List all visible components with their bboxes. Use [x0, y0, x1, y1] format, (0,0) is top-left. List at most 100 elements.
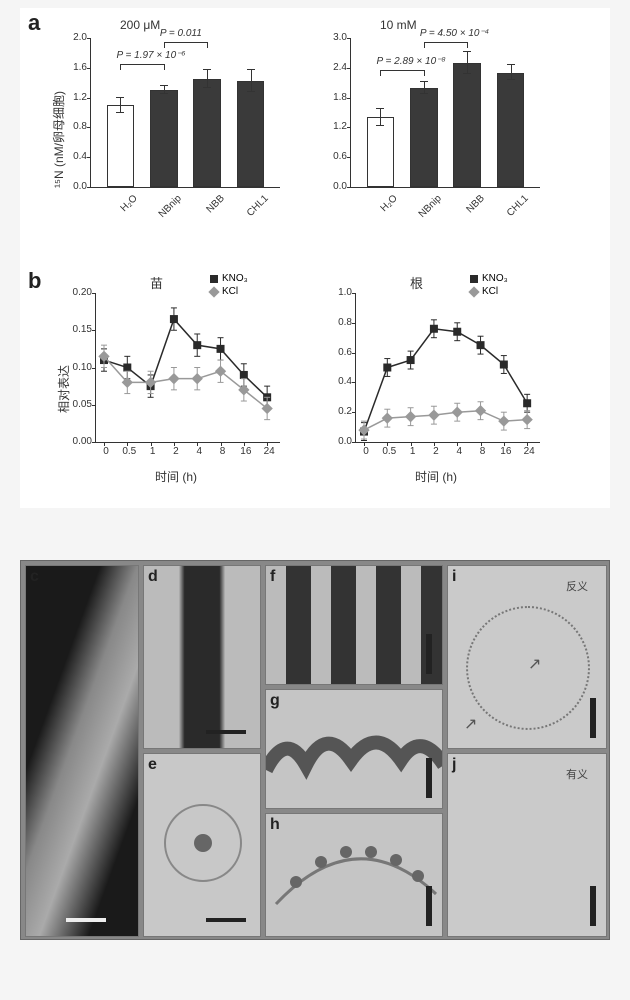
- y-tick: 0.20: [62, 287, 92, 298]
- micrograph-j: j 有义: [447, 753, 607, 937]
- micrograph-c: c: [25, 565, 139, 937]
- top-figure-section: a 200 μM ¹⁵N (nM/卵母细胞) 0.00.40.81.21.62.…: [20, 8, 610, 508]
- x-tick: 0: [356, 446, 376, 457]
- scale-bar-j: [590, 886, 596, 926]
- y-tick: 0.0: [61, 181, 87, 192]
- chart-b-left-xlabel: 时间 (h): [155, 468, 197, 485]
- legend-kno3-r: KNO₃: [470, 273, 508, 284]
- micrograph-g: g: [265, 689, 443, 809]
- scale-bar-h: [426, 886, 432, 926]
- micrograph-i: i 反义 ↗ ↗: [447, 565, 607, 749]
- x-tick: 16: [236, 446, 256, 457]
- micrograph-j-label: j: [452, 756, 456, 774]
- micrograph-c-label: c: [30, 568, 39, 586]
- legend-kcl: KCl: [210, 286, 248, 297]
- x-tick: NBnip: [148, 193, 184, 229]
- bar: [367, 117, 395, 187]
- micrograph-e-center: [194, 834, 212, 852]
- y-tick: 0.0: [322, 436, 352, 447]
- p-value-label: P = 1.97 × 10⁻⁶: [116, 50, 185, 61]
- bar: [410, 88, 438, 187]
- plot-a-left: 0.00.40.81.21.62.0H₂ONBnipNBBCHL1P = 1.9…: [90, 38, 280, 188]
- micrograph-i-text: 反义: [566, 578, 588, 594]
- x-tick: 8: [473, 446, 493, 457]
- bar: [107, 105, 135, 187]
- bar: [237, 81, 265, 187]
- legend-kcl-r: KCl: [470, 286, 508, 297]
- micrograph-e-ring: [164, 804, 242, 882]
- x-tick: H₂O: [364, 193, 400, 229]
- chart-b-right: 根 0.00.20.40.60.81.000.512481624 时间 (h) …: [340, 273, 570, 493]
- legend-kno3-marker-r: [470, 275, 478, 283]
- scale-bar-i: [590, 698, 596, 738]
- y-tick: 0.6: [322, 347, 352, 358]
- y-tick: 1.2: [321, 121, 347, 132]
- micrograph-g-wave: [266, 720, 443, 790]
- chart-b-right-xlabel: 时间 (h): [415, 468, 457, 485]
- chart-b-right-title: 根: [410, 273, 423, 292]
- y-tick: 0.0: [321, 181, 347, 192]
- x-tick: 1: [403, 446, 423, 457]
- x-tick: NBnip: [408, 193, 444, 229]
- micrograph-g-label: g: [270, 692, 280, 710]
- y-tick: 0.8: [61, 121, 87, 132]
- bar: [150, 90, 178, 187]
- scale-bar-e: [206, 918, 246, 922]
- micrograph-h-arc: [266, 834, 443, 924]
- micrograph-f: f: [265, 565, 443, 685]
- y-tick: 1.2: [61, 92, 87, 103]
- x-tick: 0: [96, 446, 116, 457]
- micrograph-i-label: i: [452, 568, 456, 586]
- scale-bar-d: [206, 730, 246, 734]
- y-tick: 0.6: [321, 151, 347, 162]
- y-tick: 3.0: [321, 32, 347, 43]
- y-tick: 2.0: [61, 32, 87, 43]
- line-svg: [356, 293, 540, 442]
- micrograph-h: h: [265, 813, 443, 937]
- legend-kno3: KNO₃: [210, 273, 248, 284]
- chart-a-right: 10 mM 0.00.61.21.82.43.0H₂ONBnipNBBCHL1P…: [340, 18, 570, 228]
- chart-b-left: 苗 相对表达 0.000.050.100.150.2000.512481624 …: [80, 273, 310, 493]
- x-tick: 2: [426, 446, 446, 457]
- chart-a-left-ylabel: ¹⁵N (nM/卵母细胞): [50, 91, 67, 188]
- scale-bar-g: [426, 758, 432, 798]
- bar: [453, 63, 481, 187]
- chart-b-left-title: 苗: [150, 273, 163, 292]
- y-tick: 0.2: [322, 406, 352, 417]
- y-tick: 1.6: [61, 62, 87, 73]
- plot-a-right: 0.00.61.21.82.43.0H₂ONBnipNBBCHL1P = 2.8…: [350, 38, 540, 188]
- panel-b-label: b: [28, 268, 41, 294]
- micrograph-e-label: e: [148, 756, 157, 774]
- y-tick: 0.05: [62, 399, 92, 410]
- x-tick: 16: [496, 446, 516, 457]
- micrograph-f-label: f: [270, 568, 275, 586]
- chart-b-left-legend: KNO₃ KCl: [210, 273, 248, 299]
- legend-kcl-label-r: KCl: [482, 286, 498, 297]
- y-tick: 0.00: [62, 436, 92, 447]
- x-tick: CHL1: [494, 193, 530, 229]
- x-tick: 0.5: [119, 446, 139, 457]
- x-tick: 24: [519, 446, 539, 457]
- bar: [497, 73, 525, 187]
- legend-kcl-marker: [208, 286, 219, 297]
- y-tick: 0.8: [322, 317, 352, 328]
- x-tick: H₂O: [104, 193, 140, 229]
- scale-bar-f: [426, 634, 432, 674]
- legend-kcl-label: KCl: [222, 286, 238, 297]
- plot-b-right: 0.00.20.40.60.81.000.512481624: [355, 293, 540, 443]
- chart-b-right-legend: KNO₃ KCl: [470, 273, 508, 299]
- x-tick: NBB: [451, 193, 487, 229]
- chart-a-right-title: 10 mM: [380, 18, 417, 32]
- micrograph-i-arrow1: ↗: [528, 654, 541, 674]
- x-tick: 1: [143, 446, 163, 457]
- y-tick: 0.4: [322, 376, 352, 387]
- chart-a-left-title: 200 μM: [120, 18, 160, 32]
- x-tick: 4: [449, 446, 469, 457]
- y-tick: 1.0: [322, 287, 352, 298]
- micrograph-h-label: h: [270, 816, 280, 834]
- legend-kno3-label-r: KNO₃: [482, 273, 508, 284]
- x-tick: NBB: [191, 193, 227, 229]
- y-tick: 0.4: [61, 151, 87, 162]
- micrograph-j-text: 有义: [566, 766, 588, 782]
- line-svg: [96, 293, 280, 442]
